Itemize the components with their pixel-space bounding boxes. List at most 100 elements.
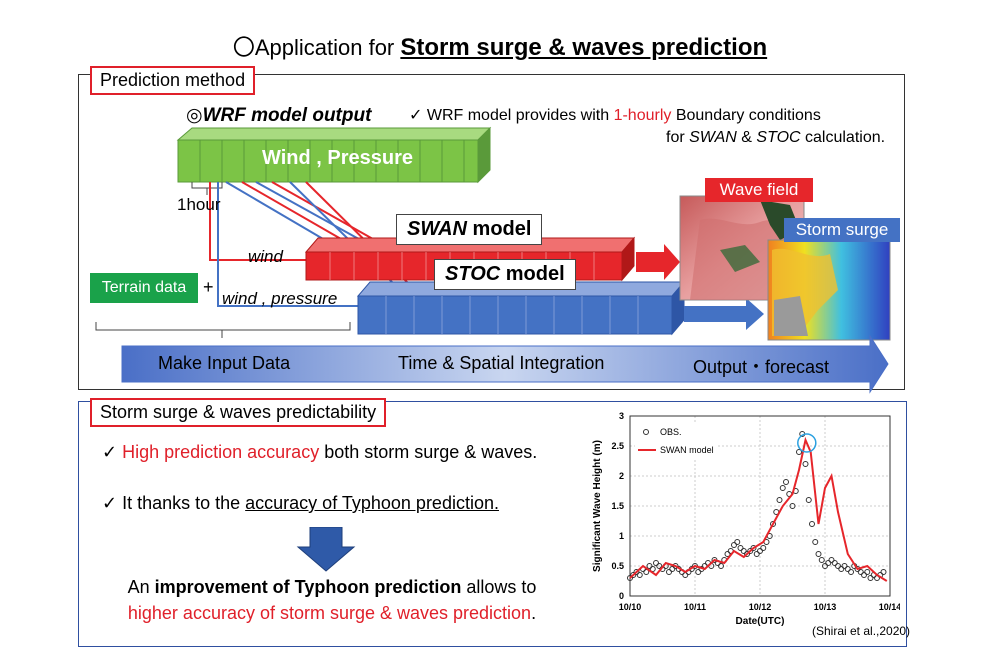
concl1-bold: improvement of Typhoon prediction bbox=[154, 577, 462, 597]
obs-point bbox=[857, 569, 864, 575]
step-integration: Time & Spatial Integration bbox=[398, 353, 605, 373]
obs-point bbox=[760, 545, 767, 551]
obs-point bbox=[636, 572, 643, 578]
obs-point bbox=[646, 563, 653, 569]
obs-point bbox=[815, 551, 822, 557]
obs-point bbox=[734, 539, 741, 545]
obs-point bbox=[844, 566, 851, 572]
concl2-red: higher accuracy of storm surge & waves p… bbox=[127, 603, 532, 623]
obs-point bbox=[809, 521, 815, 527]
obs-point bbox=[861, 572, 867, 578]
method-diagram bbox=[95, 126, 891, 394]
y-tick-label: 3 bbox=[619, 411, 624, 421]
obs-point bbox=[656, 563, 663, 569]
plus-sign: + bbox=[203, 277, 214, 297]
obs-point bbox=[880, 569, 887, 575]
obs-point bbox=[812, 539, 819, 545]
obs-point bbox=[848, 569, 854, 575]
obs-point bbox=[750, 545, 757, 551]
obs-point bbox=[630, 572, 637, 578]
one-hour-label: 1hour bbox=[177, 195, 221, 214]
swan-output-arrow bbox=[636, 244, 680, 280]
check-typhoon: ✓ It thanks to the accuracy of Typhoon p… bbox=[102, 493, 499, 514]
check2-underlined: accuracy of Typhoon prediction. bbox=[245, 493, 499, 513]
predictability-panel bbox=[78, 401, 907, 647]
obs-point bbox=[627, 575, 633, 581]
page-title: 〇Application for Storm surge & waves pre… bbox=[0, 30, 1000, 62]
legend-box bbox=[635, 422, 717, 460]
note2-pre: for bbox=[666, 129, 690, 146]
concl1-post: allows to bbox=[461, 577, 537, 597]
wrf-note-line1: ✓ WRF model provides with 1-hourly Bound… bbox=[409, 105, 821, 125]
legend-obs-label: OBS. bbox=[660, 427, 682, 437]
obs-point bbox=[695, 569, 702, 575]
wrf-note-line2: for SWAN & STOC calculation. bbox=[666, 129, 885, 147]
obs-point bbox=[633, 569, 640, 575]
y-tick-label: 1.5 bbox=[611, 501, 624, 511]
x-tick-label: 10/11 bbox=[684, 602, 706, 612]
conclusion-line2: higher accuracy of storm surge & waves p… bbox=[97, 603, 567, 624]
y-tick-label: 2.5 bbox=[611, 441, 624, 451]
note2-stoc: STOC bbox=[756, 129, 801, 146]
step-make-input: Make Input Data bbox=[158, 353, 291, 373]
x-tick-label: 10/12 bbox=[749, 602, 772, 612]
wind-pressure-label: Wind , Pressure bbox=[262, 147, 413, 169]
obs-point bbox=[822, 563, 828, 569]
concl2-post: . bbox=[531, 603, 537, 623]
obs-point bbox=[805, 497, 812, 503]
y-tick-label: 2 bbox=[619, 471, 624, 481]
stoc-rest: model bbox=[500, 263, 565, 285]
wave-height-chart: 10/10 10/11 10/12 10/13 10/14 0 0.5 1 1.5 2 2.5 3 Da… bbox=[592, 411, 900, 627]
prediction-method-tag: Prediction method bbox=[90, 66, 256, 95]
check1-post: both storm surge & waves. bbox=[319, 442, 538, 462]
terrain-data-box: Terrain data bbox=[90, 273, 198, 303]
check-high-accuracy: ✓ High prediction accuracy both storm su… bbox=[102, 442, 537, 463]
obs-point bbox=[835, 563, 841, 569]
down-arrow-icon bbox=[296, 527, 356, 572]
check1-red: High prediction accuracy bbox=[122, 442, 320, 462]
obs-point bbox=[737, 545, 744, 551]
x-tick-label: 10/14 bbox=[879, 602, 900, 612]
legend-obs-marker bbox=[643, 429, 649, 435]
obs-point bbox=[789, 503, 796, 509]
obs-point bbox=[731, 542, 737, 548]
obs-point bbox=[831, 560, 838, 566]
wave-field-label: Wave field bbox=[705, 178, 813, 202]
predictability-tag: Storm surge & waves predictability bbox=[90, 398, 387, 427]
swan-model-line bbox=[629, 436, 888, 582]
obs-point bbox=[864, 569, 871, 575]
wrf-title: ◎WRF model output bbox=[186, 105, 372, 126]
title-prefix: 〇Application for bbox=[232, 35, 401, 60]
obs-point bbox=[825, 560, 832, 566]
wind-pressure-lower-label: wind , pressure bbox=[222, 289, 338, 308]
plot-frame bbox=[629, 415, 891, 597]
x-tick-label: 10/10 bbox=[619, 602, 642, 612]
obs-point bbox=[666, 569, 672, 575]
y-tick-label: 1 bbox=[619, 531, 624, 541]
obs-point bbox=[682, 572, 689, 578]
y-tick-label: 0.5 bbox=[611, 561, 624, 571]
peak-highlight-circle bbox=[797, 433, 817, 453]
stoc-output-arrow bbox=[684, 298, 764, 330]
obs-point bbox=[724, 551, 731, 557]
note2-swan: SWAN bbox=[689, 129, 737, 146]
stoc-model-label: STOC model bbox=[434, 259, 576, 290]
obs-point bbox=[757, 548, 763, 554]
obs-point bbox=[669, 566, 676, 572]
obs-point bbox=[838, 566, 845, 572]
obs-point bbox=[802, 461, 809, 467]
x-tick-label: 10/13 bbox=[814, 602, 837, 612]
wrf-box bbox=[176, 126, 492, 184]
swan-rest: model bbox=[467, 218, 532, 240]
note2-post: calculation. bbox=[800, 129, 886, 146]
obs-point bbox=[783, 479, 789, 485]
conclusion-line1: An improvement of Typhoon prediction all… bbox=[102, 577, 562, 598]
legend-model-label: SWAN model bbox=[660, 445, 714, 455]
storm-surge-map bbox=[767, 239, 891, 341]
obs-point bbox=[653, 560, 659, 566]
y-tick-label: 0 bbox=[619, 591, 624, 601]
process-flow-arrow bbox=[121, 334, 889, 394]
check1-pre: ✓ bbox=[102, 442, 123, 462]
obs-point bbox=[776, 497, 783, 503]
obs-point bbox=[779, 485, 786, 491]
